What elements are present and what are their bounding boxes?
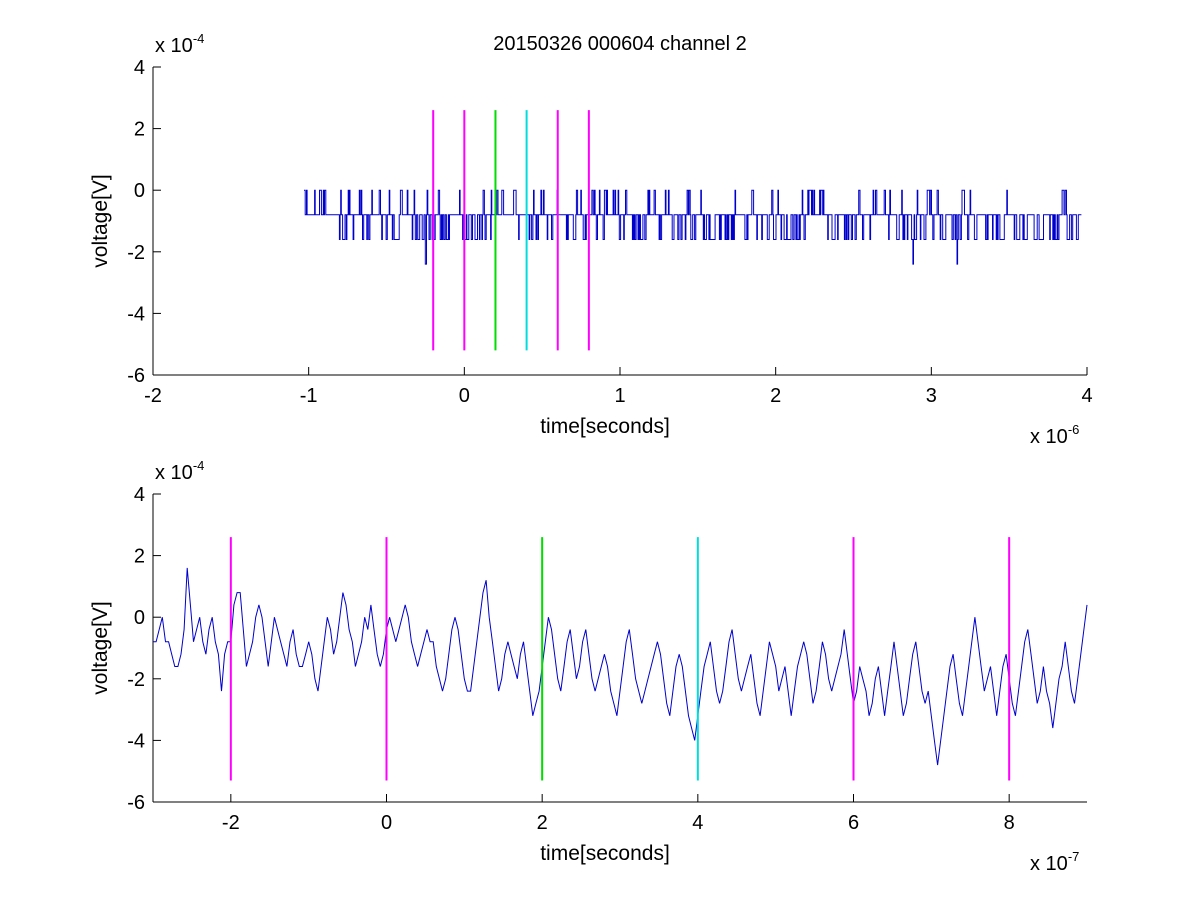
x-tick-label: 0: [459, 385, 470, 407]
y-tick-label: -2: [127, 669, 145, 691]
x-tick-label: -2: [144, 385, 162, 407]
x-axis-label: time[seconds]: [540, 842, 670, 865]
signal-trace: [153, 567, 1088, 766]
bottom-plot: -2 0 2 4 6 8 -6 -4 -2 0 2 4 time[seconds] voltage[V] x…: [89, 458, 1088, 875]
x-tick-label: 2: [537, 812, 548, 834]
figure-title: 20150326 000604 channel 2: [493, 33, 747, 55]
y-tick-label: 4: [134, 484, 145, 506]
top-plot: -2 -1 0 1 2 3 4-6-4-2024time[seconds]voltage[V…: [89, 31, 1093, 448]
y-exponent-label: x 10-4: [155, 31, 204, 57]
y-tick-label: -6: [127, 792, 145, 814]
x-exponent-base: x 10: [1030, 426, 1068, 448]
x-exponent-label: x 10-7: [1030, 849, 1079, 875]
x-tick-label: 8: [1004, 812, 1015, 834]
x-axis-label: time[seconds]: [540, 415, 670, 438]
y-tick-label: 4: [134, 57, 145, 79]
y-tick-label: -6: [127, 365, 145, 387]
x-tick-label: 4: [1081, 385, 1092, 407]
y-tick-label: 2: [134, 119, 145, 141]
x-tick-label: 3: [926, 385, 937, 407]
x-exponent-label: x 10-6: [1030, 422, 1079, 448]
y-tick-label: -2: [127, 242, 145, 264]
x-exponent-base: x 10: [1030, 853, 1068, 875]
y-axis-label: voltage[V]: [89, 174, 112, 267]
y-tick-label: -4: [127, 303, 145, 325]
y-tick-label: -4: [127, 730, 145, 752]
y-tick-label: 0: [134, 180, 145, 202]
y-exponent-power: -4: [193, 458, 205, 473]
x-tick-label: -2: [222, 812, 240, 834]
x-tick-label: 6: [848, 812, 859, 834]
y-tick-label: 0: [134, 607, 145, 629]
x-exponent-power: -7: [1068, 849, 1080, 864]
y-tick-label: 2: [134, 546, 145, 568]
y-exponent-power: -4: [193, 31, 205, 46]
x-tick-label: 1: [614, 385, 625, 407]
y-axis-label: voltage[V]: [89, 601, 112, 694]
x-tick-label: 4: [692, 812, 703, 834]
x-tick-label: 2: [770, 385, 781, 407]
y-exponent-base: x 10: [155, 462, 193, 484]
x-exponent-power: -6: [1068, 422, 1080, 437]
y-exponent-base: x 10: [155, 35, 193, 57]
y-exponent-label: x 10-4: [155, 458, 204, 484]
x-tick-label: -1: [300, 385, 318, 407]
x-tick-label: 0: [381, 812, 392, 834]
